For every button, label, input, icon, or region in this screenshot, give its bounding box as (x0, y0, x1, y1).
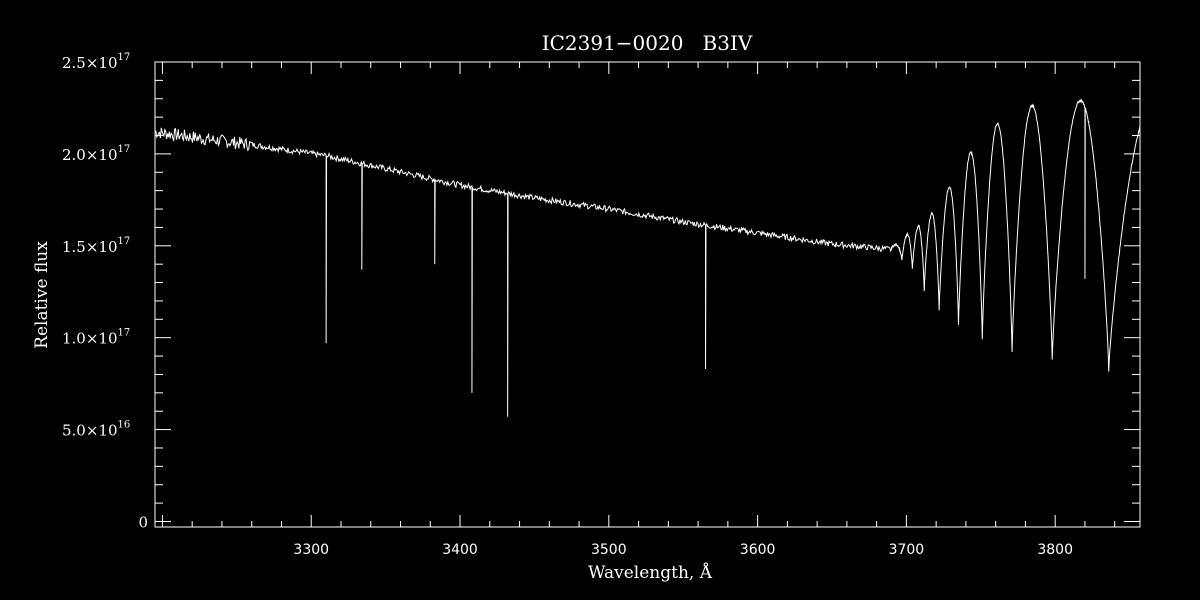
x-tick-label: 3600 (740, 542, 776, 558)
x-tick-labels: 3300 3400 3500 3600 3700 3800 (293, 542, 1073, 558)
y-tick-label: 1.0×1017 (62, 328, 130, 348)
x-tick-label: 3500 (591, 542, 627, 558)
y-tick-labels: 0 5.0×1016 1.0×1017 1.5×1017 2.0×1017 2.5×101… (62, 52, 148, 531)
y-tick-label: 5.0×1016 (62, 420, 130, 440)
y-tick-label: 1.5×1017 (62, 236, 130, 256)
axis-ticks (155, 61, 1140, 527)
series-line (154, 98, 1141, 417)
x-axis-label: Wavelength, Å (588, 562, 713, 583)
x-tick-label: 3400 (442, 542, 478, 558)
x-tick-label: 3800 (1037, 542, 1073, 558)
chart-title: IC2391−0020 B3IV (542, 31, 753, 55)
plot-frame (154, 61, 1141, 528)
y-tick-label: 2.0×1017 (62, 144, 130, 164)
y-axis-label: Relative flux (32, 241, 52, 349)
x-tick-label: 3700 (889, 542, 925, 558)
y-tick-label: 2.5×1017 (62, 52, 130, 72)
y-tick-label: 0 (138, 513, 148, 531)
x-tick-label: 3300 (293, 542, 329, 558)
